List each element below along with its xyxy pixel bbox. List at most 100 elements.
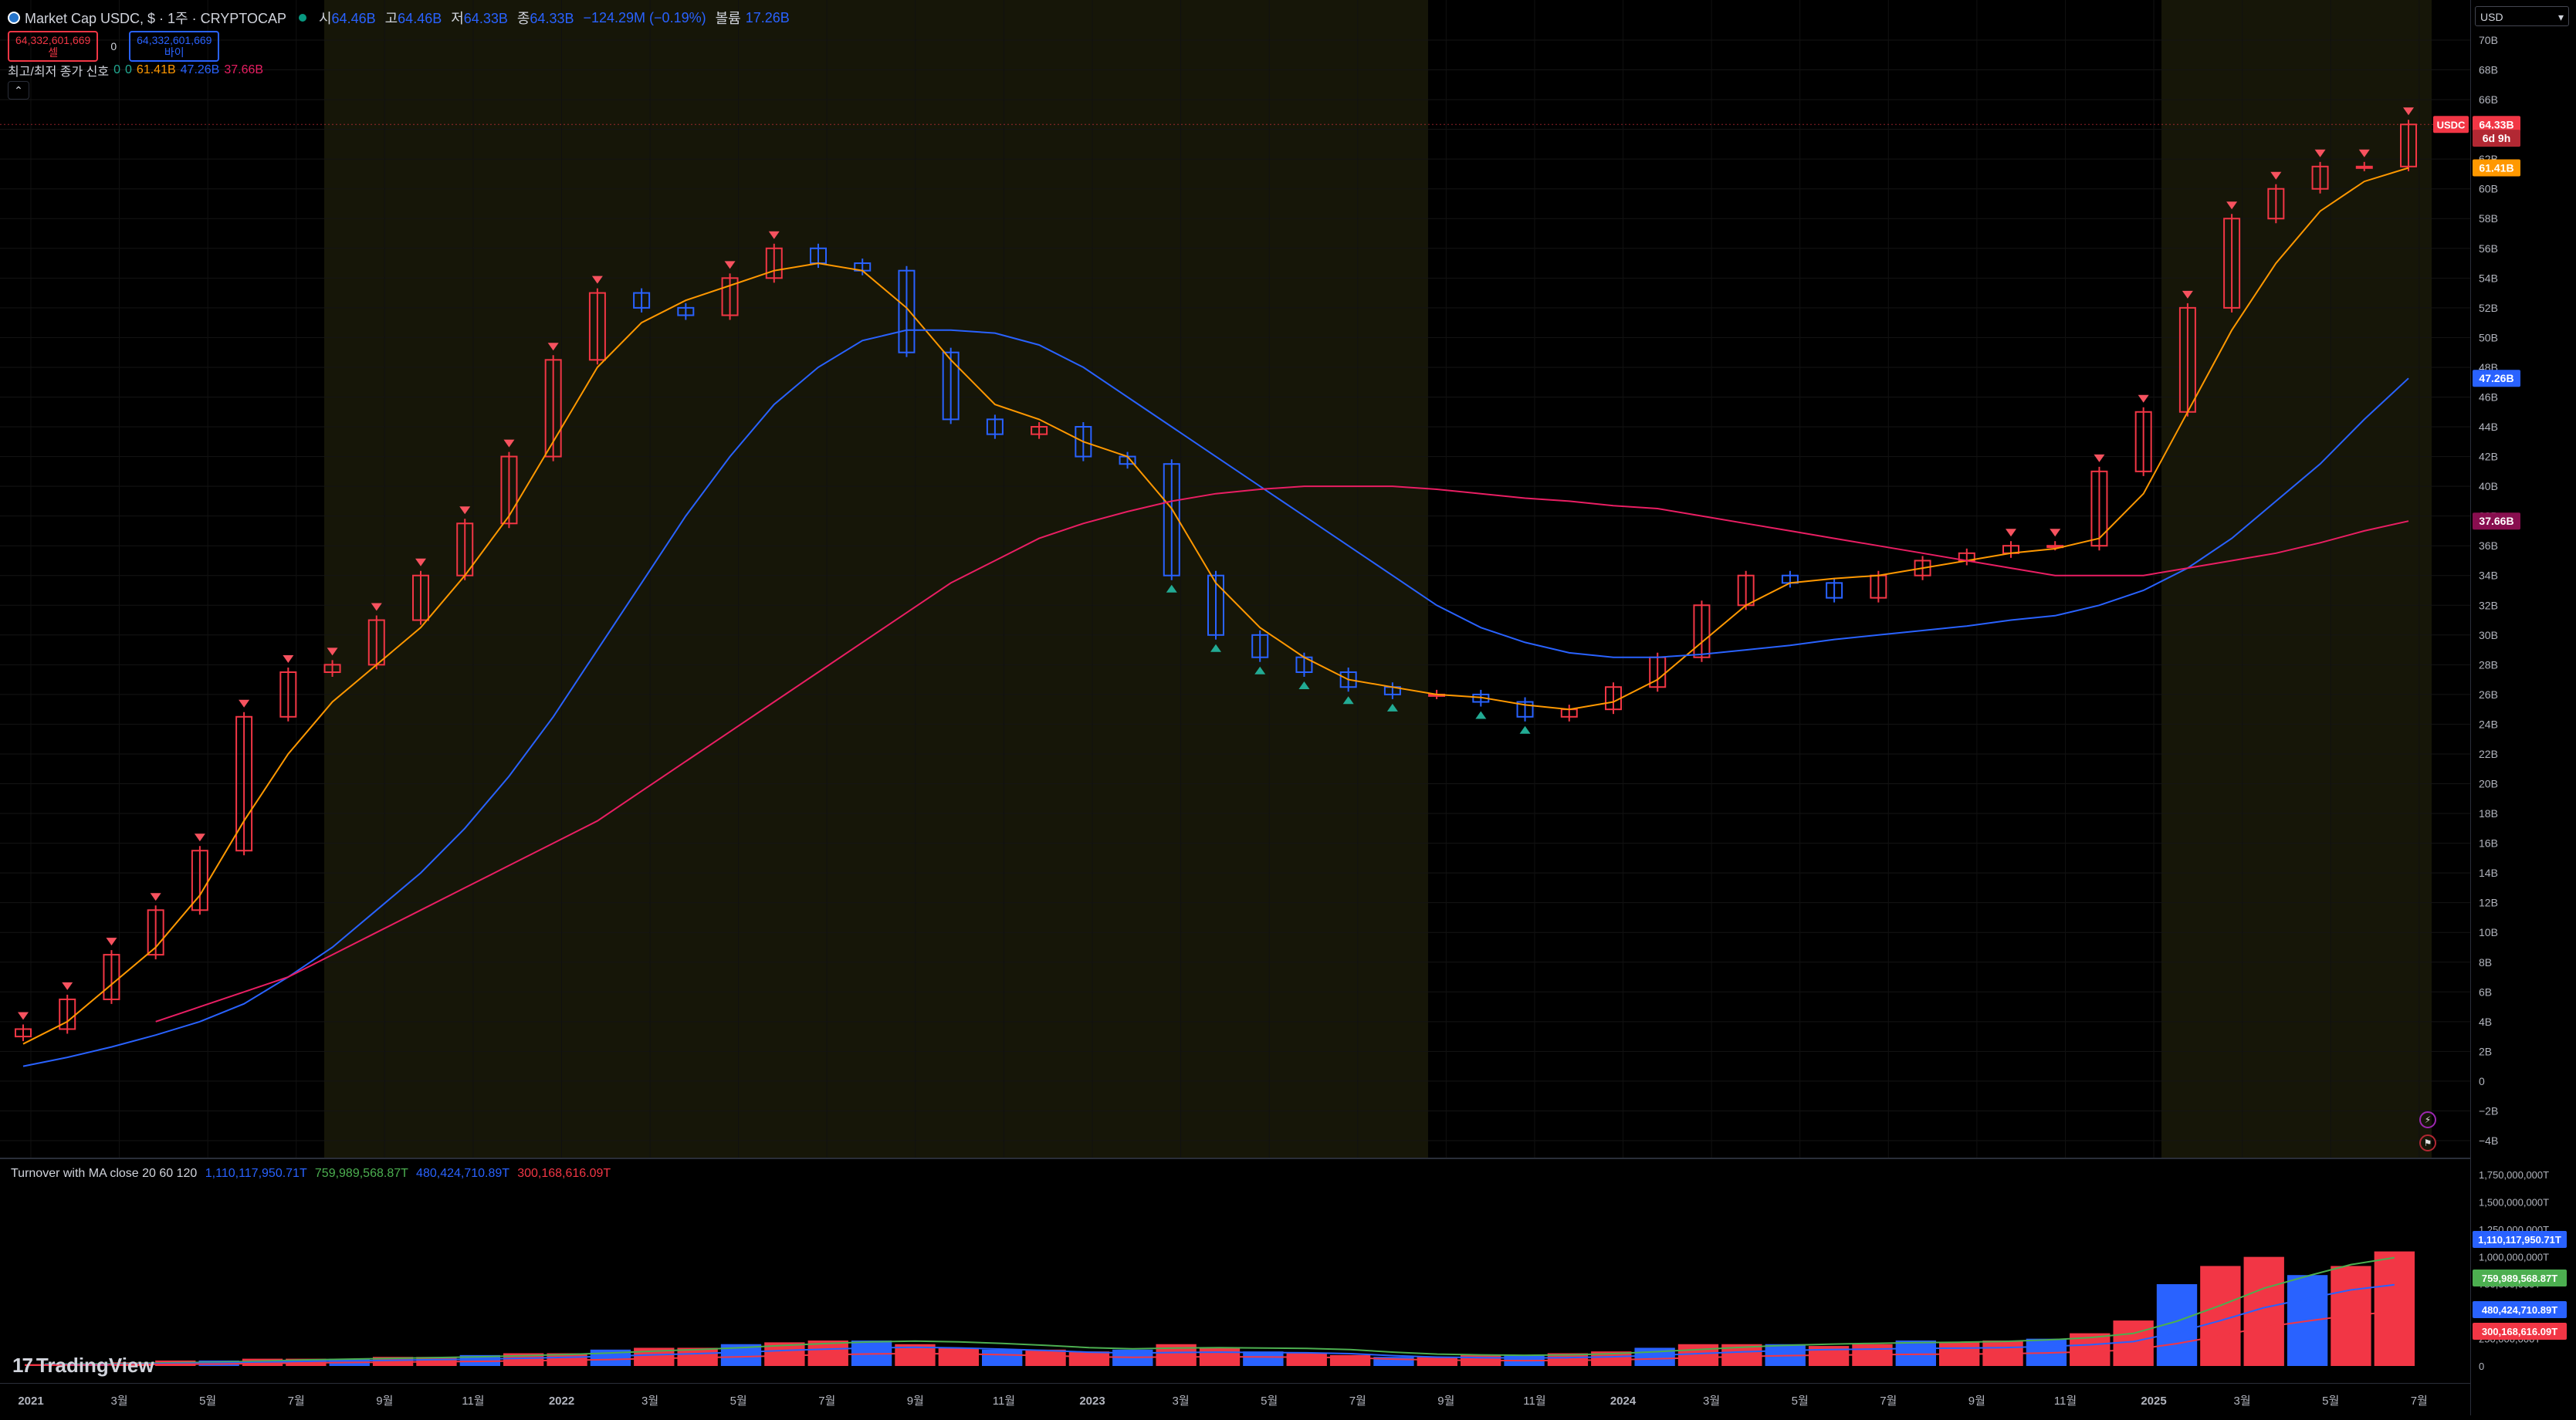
time-tick-label: 9월 bbox=[907, 1395, 924, 1408]
sell-button[interactable]: 64,332,601,669 셀 bbox=[8, 31, 99, 62]
candle-body bbox=[942, 351, 960, 421]
signal-down-marker bbox=[150, 893, 161, 901]
signal-down-marker bbox=[239, 699, 250, 708]
tradingview-mark-icon: 17 bbox=[12, 1354, 33, 1377]
time-axis[interactable]: 2021 3월 5월 7월 9월 11월 2022 3월 5월 7월 9월 11월 2023 3월 5월 7월… bbox=[0, 1383, 2470, 1416]
candle-body bbox=[1914, 560, 1931, 576]
price-tick-label: 32B bbox=[2479, 599, 2498, 611]
turnover-value-1: 1,110,117,950.71T bbox=[205, 1167, 307, 1180]
price-tick-label: 18B bbox=[2479, 807, 2498, 820]
signal-down-marker bbox=[2270, 171, 2282, 180]
turnover-bar bbox=[1591, 1351, 1632, 1366]
price-axis[interactable]: 70B68B66B64B62B60B58B56B54B52B50B48B46B4… bbox=[2470, 0, 2576, 1415]
turnover-bar bbox=[1417, 1357, 1457, 1366]
signal-down-marker bbox=[2182, 290, 2193, 299]
indicator-value-2: 0 bbox=[125, 63, 132, 76]
symbol-title[interactable]: Market Cap USDC, $ · 1주 · CRYPTOCAP bbox=[25, 11, 286, 26]
time-tick-label: 3월 bbox=[2234, 1395, 2251, 1408]
change-value: −124.29M (−0.19%) bbox=[583, 9, 706, 25]
candle-body bbox=[1251, 634, 1269, 658]
candle-body bbox=[588, 292, 606, 361]
turnover-bar bbox=[1025, 1349, 1066, 1366]
turnover-bar bbox=[1547, 1353, 1589, 1366]
buy-price: 64,332,601,669 bbox=[137, 34, 212, 46]
price-tick-label: 70B bbox=[2479, 34, 2498, 46]
price-chart-pane[interactable]: USDC bbox=[0, 0, 2470, 1159]
signal-up-marker bbox=[1519, 725, 1531, 734]
turnover-bar bbox=[982, 1349, 1023, 1366]
signal-down-marker bbox=[2226, 201, 2238, 210]
symbol-row: Market Cap USDC, $ · 1주 · CRYPTOCAP 시64.… bbox=[8, 8, 794, 28]
tradingview-logo[interactable]: 17 TradingView bbox=[12, 1354, 154, 1378]
candle-body bbox=[1826, 582, 1843, 599]
price-tick-label: 54B bbox=[2479, 272, 2498, 284]
turnover-pane[interactable] bbox=[0, 1159, 2470, 1383]
ohlc-close-label: 종 bbox=[516, 11, 530, 26]
currency-select[interactable]: USD ▾ bbox=[2475, 6, 2569, 26]
price-tick-label: 46B bbox=[2479, 390, 2498, 403]
time-tick-label: 3월 bbox=[1703, 1395, 1720, 1408]
candle-body bbox=[1075, 426, 1092, 458]
candle-body bbox=[1693, 604, 1711, 658]
ma-long-price-label: 37.66B bbox=[2479, 515, 2513, 527]
candle-body bbox=[2134, 411, 2152, 472]
turnover-value-tag: 480,424,710.89T bbox=[2482, 1304, 2557, 1316]
flag-icon[interactable]: ⚑ bbox=[2419, 1134, 2436, 1151]
candle-body bbox=[1031, 426, 1048, 435]
candle-body bbox=[633, 292, 651, 309]
ohlc-high-label: 고 bbox=[384, 11, 398, 26]
turnover-chart[interactable] bbox=[0, 1159, 2470, 1383]
signal-up-marker bbox=[1210, 644, 1221, 652]
candle-body bbox=[1163, 463, 1180, 576]
lightning-icon[interactable]: ⚡ bbox=[2419, 1111, 2436, 1128]
candle-body bbox=[323, 664, 341, 673]
price-tick-label: 58B bbox=[2479, 212, 2498, 225]
price-tick-label: 66B bbox=[2479, 93, 2498, 106]
currency-value: USD bbox=[2480, 11, 2503, 23]
price-tick-label: 68B bbox=[2479, 64, 2498, 76]
price-chart[interactable]: USDC bbox=[0, 0, 2470, 1158]
price-tick-label: 0 bbox=[2479, 1075, 2485, 1087]
signal-down-marker bbox=[106, 938, 117, 946]
trade-buttons-row: 64,332,601,669 셀 0 64,332,601,669 바이 bbox=[8, 31, 794, 62]
turnover-bar bbox=[25, 1364, 66, 1366]
symbol-tag-bg bbox=[2433, 116, 2469, 134]
buy-button[interactable]: 64,332,601,669 바이 bbox=[129, 31, 220, 62]
indicator-row[interactable]: 최고/최저 종가 신호 0 0 61.41B 47.26B 37.66B bbox=[8, 60, 794, 80]
turnover-bar bbox=[938, 1347, 979, 1366]
ma-line-mid bbox=[22, 329, 2409, 1067]
signal-down-marker bbox=[724, 261, 736, 269]
price-tick-label: 44B bbox=[2479, 421, 2498, 433]
turnover-name: Turnover with MA close 20 60 120 bbox=[11, 1167, 198, 1180]
spread-value: 0 bbox=[110, 40, 117, 52]
price-tick-label: 20B bbox=[2479, 778, 2498, 790]
candle-body bbox=[412, 574, 429, 621]
signal-down-marker bbox=[2314, 149, 2326, 157]
time-tick-label: 2023 bbox=[1079, 1395, 1105, 1408]
candle-body bbox=[765, 247, 783, 279]
usdc-coin-icon bbox=[8, 12, 20, 24]
chevron-down-icon: ▾ bbox=[2557, 11, 2564, 23]
turnover-value-tag-bg bbox=[2473, 1323, 2567, 1340]
candle-body bbox=[1207, 574, 1224, 636]
candle-body bbox=[2267, 188, 2285, 220]
candle-body bbox=[191, 850, 208, 911]
turnover-value-4: 300,168,616.09T bbox=[517, 1167, 611, 1180]
ohlc-high-value: 64.46B bbox=[398, 11, 442, 26]
price-tick-label: 30B bbox=[2479, 629, 2498, 641]
turnover-legend[interactable]: Turnover with MA close 20 60 120 1,110,1… bbox=[11, 1167, 611, 1181]
signal-down-marker bbox=[2358, 149, 2370, 157]
turnover-tick-label: 0 bbox=[2479, 1361, 2484, 1372]
turnover-ma-20 bbox=[45, 1256, 2395, 1365]
candle-body bbox=[2355, 165, 2373, 169]
ma-short-price-label-bg bbox=[2473, 159, 2520, 177]
market-status-icon bbox=[298, 14, 306, 22]
time-tick-label: 2021 bbox=[18, 1395, 43, 1408]
candle-body bbox=[15, 1028, 32, 1038]
signal-down-marker bbox=[768, 231, 780, 239]
chevron-up-icon[interactable]: ⌃ bbox=[8, 81, 29, 100]
ohlc-open: 시64.46B bbox=[319, 8, 381, 28]
price-tick-label: −4B bbox=[2479, 1134, 2498, 1147]
price-tick-label: 60B bbox=[2479, 183, 2498, 195]
ma-line-long bbox=[155, 485, 2409, 1023]
